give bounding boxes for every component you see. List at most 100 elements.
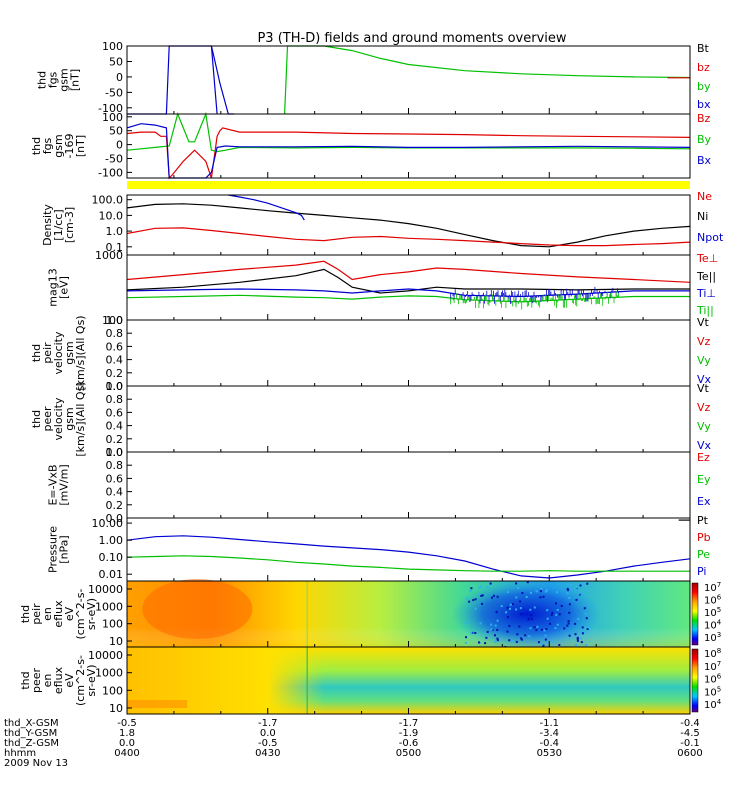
peir-noise-pixel [520, 638, 523, 641]
peir-noise-pixel [539, 590, 542, 593]
time-tick-label: 0530 [537, 748, 562, 759]
series-fgs_bx [127, 45, 218, 115]
legend-pressure-0: Pt [697, 514, 709, 527]
peir-noise-pixel [575, 598, 578, 601]
peir-noise-pixel [494, 640, 497, 643]
series-dens_ni [126, 203, 691, 248]
peir-noise-pixel [472, 599, 475, 602]
y-tick-label: 10000 [88, 583, 123, 596]
colorbar-label: 105 [704, 606, 721, 619]
ephemeris-value: -0.5 [117, 718, 137, 729]
peir-noise-pixel [568, 634, 571, 637]
y-tick-label: 0.0 [106, 446, 124, 459]
peir-noise-pixel [465, 636, 467, 639]
ephemeris-value: -1.7 [258, 718, 278, 729]
peir-noise-pixel [525, 596, 528, 598]
peir-noise-pixel [508, 639, 511, 642]
peir-noise-pixel [542, 595, 545, 598]
peir-noise-pixel [515, 596, 518, 599]
y-axis-label: thd [19, 671, 32, 689]
peir-noise-pixel [474, 607, 477, 610]
y-tick-label: 0.8 [106, 327, 124, 340]
ephemeris-value: -1.7 [399, 718, 419, 729]
peir-noise-pixel [566, 587, 569, 590]
peir-noise-pixel [550, 613, 553, 616]
peir-noise-pixel [566, 592, 569, 595]
y-tick-label: 0.1 [106, 241, 124, 254]
peir-noise-pixel [544, 590, 547, 593]
legend-peer_v-0: Vt [697, 382, 710, 395]
peir-noise-pixel [470, 631, 473, 634]
legend-peir_v-2: Vy [697, 354, 711, 367]
colorbar-label: 107 [704, 581, 721, 594]
peir-noise-pixel [480, 585, 483, 588]
y-tick-label: 0.4 [106, 420, 124, 433]
peir-noise-pixel [528, 635, 531, 638]
peir-noise-pixel [569, 583, 572, 586]
peir-noise-pixel [545, 628, 548, 630]
ephemeris-label: hhmm [4, 748, 36, 759]
peir-noise-pixel [554, 627, 557, 630]
peir-noise-pixel [576, 636, 579, 639]
y-tick-label: 0.6 [106, 406, 124, 419]
y-axis-label: peer [41, 406, 54, 432]
colorbar-label: 106 [704, 594, 722, 607]
peir-noise-pixel [508, 624, 511, 627]
peir-noise-pixel [512, 640, 515, 642]
peir-noise-pixel [575, 588, 578, 591]
peir-noise-pixel [506, 630, 509, 633]
peir-noise-pixel [496, 619, 499, 622]
colorbar [691, 648, 699, 713]
peir-noise-pixel [529, 627, 532, 630]
y-axis-label: (cm^2-s- [74, 589, 87, 640]
peir-noise-pixel [496, 637, 499, 640]
colorbar-label: 108 [704, 647, 721, 660]
peir-noise-pixel [551, 639, 554, 642]
peir-noise-pixel [515, 640, 518, 643]
panel-peir_spec: 10000 1000 100 10 thdpeirenefluxeV(cm^2-s-sr… [19, 580, 722, 648]
peir-noise-pixel [545, 589, 548, 592]
chart-title: P3 (TH-D) fields and ground moments over… [257, 31, 566, 46]
peir-noise-pixel [481, 602, 483, 605]
peir-noise-pixel [581, 581, 584, 584]
y-tick-label: 100 [102, 111, 123, 124]
series-fgl_bz [126, 127, 691, 180]
y-tick-label: 10000 [88, 649, 123, 662]
colorbar-label: 106 [704, 673, 722, 686]
peir-noise-pixel [568, 597, 571, 599]
legend-fgl-0: Bz [697, 112, 711, 125]
y-axis-label: sr-eV) [85, 664, 98, 696]
y-axis-label: [nPa] [58, 535, 71, 563]
colorbar-label: 107 [704, 660, 721, 673]
legend-peir_v-3: Vx [697, 373, 712, 386]
peir-noise-pixel [474, 632, 477, 634]
peir-noise-pixel [512, 603, 514, 606]
peir-noise-pixel [549, 622, 552, 625]
series-temp_tepar [126, 268, 690, 294]
peir-noise-pixel [486, 586, 489, 589]
y-axis-label: thd [36, 71, 49, 89]
peir-noise-pixel [576, 639, 579, 642]
y-axis-label: gsm [52, 134, 65, 157]
peir-noise-pixel [466, 597, 469, 600]
peir-noise-pixel [535, 629, 538, 632]
peir-noise-pixel [566, 624, 569, 627]
ephemeris-value: -0.4 [540, 738, 560, 749]
panel-peer_spec: 10000 1000 100 10 thdpeerenefluxeV(cm^2-s-sr… [19, 646, 722, 715]
peir-noise-pixel [579, 584, 582, 587]
legend-peir_v-0: Vt [697, 316, 710, 329]
y-tick-label: 1000 [95, 667, 123, 680]
y-axis-label: -169 [63, 134, 76, 159]
y-axis-label: sr-eV) [85, 598, 98, 630]
colorbar [691, 582, 699, 646]
y-axis-label: eV [63, 673, 76, 688]
y-tick-label: 10 [109, 635, 123, 648]
y-tick-label: 0.10 [99, 551, 124, 564]
peir-noise-pixel [545, 641, 548, 644]
peir-noise-pixel [584, 627, 587, 630]
peir-noise-pixel [520, 637, 523, 640]
peir-noise-pixel [494, 624, 497, 627]
legend-temp-2: Ti⊥ [696, 287, 716, 300]
